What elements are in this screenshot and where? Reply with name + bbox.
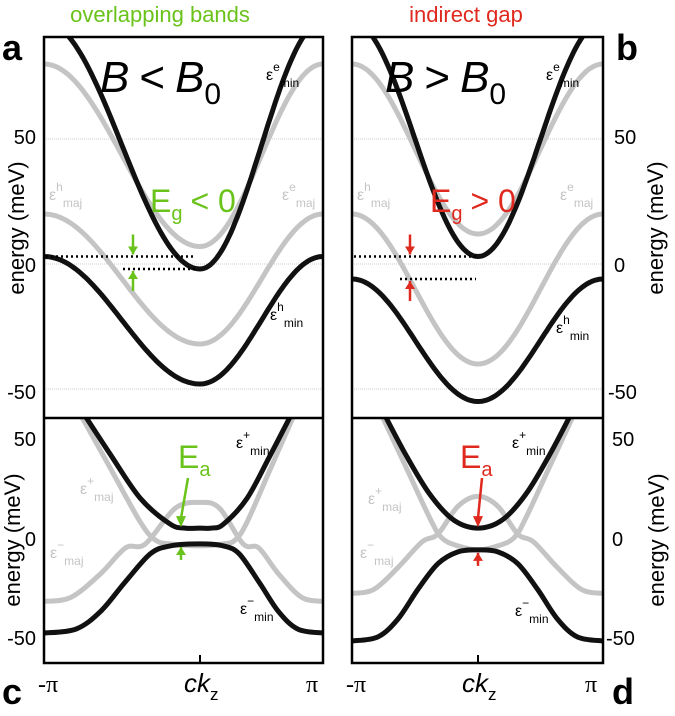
xticks: -π π -π π — [38, 672, 597, 698]
xtick-right-pi: π — [585, 672, 597, 698]
label-eps-e-min-b: εemin — [546, 60, 579, 90]
band-labels-a: εemin εemaj εhmaj εhmin — [49, 60, 315, 330]
series-b-emaj — [352, 61, 603, 237]
gap-arrow-down-b-head — [405, 246, 415, 255]
ea-arrow-d-head — [473, 516, 483, 528]
series-b-hmaj — [352, 211, 603, 367]
panel-label-b: b — [616, 27, 638, 68]
condition-left-B: B — [100, 53, 129, 102]
condition-right-rel: > — [424, 53, 450, 102]
band-labels-b: εemin εemaj εhmaj εhmin — [357, 60, 593, 343]
label-eps-minus-maj-d: ε−maj — [360, 538, 394, 568]
label-eps-e-maj-a: εemaj — [282, 180, 315, 210]
ylabel-bottom-right: energy (meV) — [644, 473, 669, 606]
condition-right-B0: B — [460, 53, 489, 102]
label-eps-e-maj-b: εemaj — [560, 180, 593, 210]
panel-label-d: d — [612, 671, 634, 712]
label-eps-plus-min-d: ε+min — [512, 428, 546, 458]
condition-left: B < B0 — [100, 53, 221, 111]
ytick-c-m50: -50 — [7, 628, 36, 650]
label-eps-minus-min-c: ε−min — [240, 594, 274, 624]
ea-arrow-c-shaft — [179, 477, 190, 519]
gap-arrow-up-a-head — [128, 271, 138, 279]
label-eps-e-min-a: εemin — [266, 60, 299, 90]
ea-arrow-d-shaft — [476, 477, 484, 519]
right-frame — [350, 35, 605, 665]
series-b-emin — [369, 37, 586, 259]
series-b-hmin — [352, 276, 603, 404]
ylabel-top-left: energy (meV) — [4, 161, 29, 294]
series-a-hmin — [44, 254, 323, 387]
ea-arrow-up-d-head — [473, 552, 483, 561]
ytick-b-50: 50 — [614, 127, 636, 149]
gap-arrow-down-a-head — [128, 246, 138, 255]
ytick-b-m50: -50 — [608, 382, 637, 404]
gap-markers — [46, 234, 484, 566]
xtick-left-minus-pi: -π — [38, 672, 58, 698]
yticks: 50 0 -50 50 0 -50 50 0 -50 50 0 -50 — [7, 127, 637, 650]
label-eps-plus-min-c: ε+min — [236, 428, 270, 458]
condition-left-rel: < — [139, 53, 165, 102]
series-a-emin — [65, 37, 307, 272]
ytick-a-50: 50 — [14, 127, 36, 149]
condition-right: B > B0 — [385, 53, 506, 111]
panel-a-curves — [44, 37, 323, 387]
ytick-d-50: 50 — [612, 429, 634, 451]
label-eps-plus-maj-c: ε+maj — [80, 474, 114, 504]
ytick-a-0: 0 — [25, 255, 36, 277]
series-d--min — [352, 547, 603, 644]
panel-b-curves — [352, 37, 603, 404]
gap-arrow-up-b-head — [405, 281, 415, 289]
ytick-c-50: 50 — [14, 429, 36, 451]
series-c-plusmaj — [44, 499, 323, 604]
eg-label-right: Eg > 0 — [430, 183, 516, 225]
panel-c-curves — [44, 419, 323, 636]
condition-right-B: B — [385, 53, 414, 102]
ytick-d-0: 0 — [612, 529, 623, 551]
ea-label-left: Ea — [178, 439, 211, 481]
ylabel-top-right: energy (meV) — [643, 161, 668, 294]
eg-label-left: Eg < 0 — [150, 183, 236, 225]
band-curves — [44, 37, 603, 644]
band-labels-c: ε+min ε+maj ε−maj ε−min — [50, 428, 274, 624]
xtick-left-pi: π — [306, 672, 318, 698]
panel-label-a: a — [2, 27, 23, 68]
header-right: indirect gap — [409, 2, 523, 27]
ea-arrow-c-head — [176, 516, 186, 528]
label-eps-plus-maj-d: ε+maj — [368, 484, 402, 514]
series-d-plusmin — [383, 419, 572, 531]
condition-left-B0: B — [175, 53, 204, 102]
ytick-a-m50: -50 — [7, 382, 36, 404]
ylabel-bottom-left: energy (meV) — [0, 473, 25, 606]
series-d-plusmaj — [352, 493, 603, 596]
ea-label-right: Ea — [460, 439, 493, 481]
ytick-c-0: 0 — [25, 529, 36, 551]
xtick-right-minus-pi: -π — [346, 672, 366, 698]
ytick-d-m50: -50 — [606, 628, 635, 650]
label-eps-h-min-b: εhmin — [556, 313, 589, 343]
condition-left-sub: 0 — [204, 78, 221, 111]
series-c-plusmin — [84, 419, 292, 531]
header-left: overlapping bands — [70, 2, 250, 27]
condition-right-sub: 0 — [489, 78, 506, 111]
ea-arrow-up-c-head — [176, 546, 186, 555]
label-eps-h-maj-a: εhmaj — [49, 180, 82, 210]
panel-d-curves — [352, 419, 603, 644]
xlabel-left: ckz — [184, 668, 219, 704]
xlabel-right: ckz — [462, 668, 497, 704]
grid-lines — [44, 138, 603, 390]
series-a-hmaj — [44, 211, 323, 347]
label-eps-h-maj-b: εhmaj — [357, 180, 390, 210]
label-eps-minus-maj-c: ε−maj — [50, 538, 84, 568]
label-eps-minus-min-d: ε−min — [515, 596, 549, 626]
band-labels-d: ε+min ε+maj ε−maj ε−min — [360, 428, 549, 626]
series-c--min — [44, 541, 323, 636]
ytick-b-0: 0 — [614, 255, 625, 277]
left-frame — [42, 35, 325, 665]
series-a-emaj — [44, 61, 323, 249]
panel-label-c: c — [2, 671, 22, 712]
label-eps-h-min-a: εhmin — [270, 300, 303, 330]
